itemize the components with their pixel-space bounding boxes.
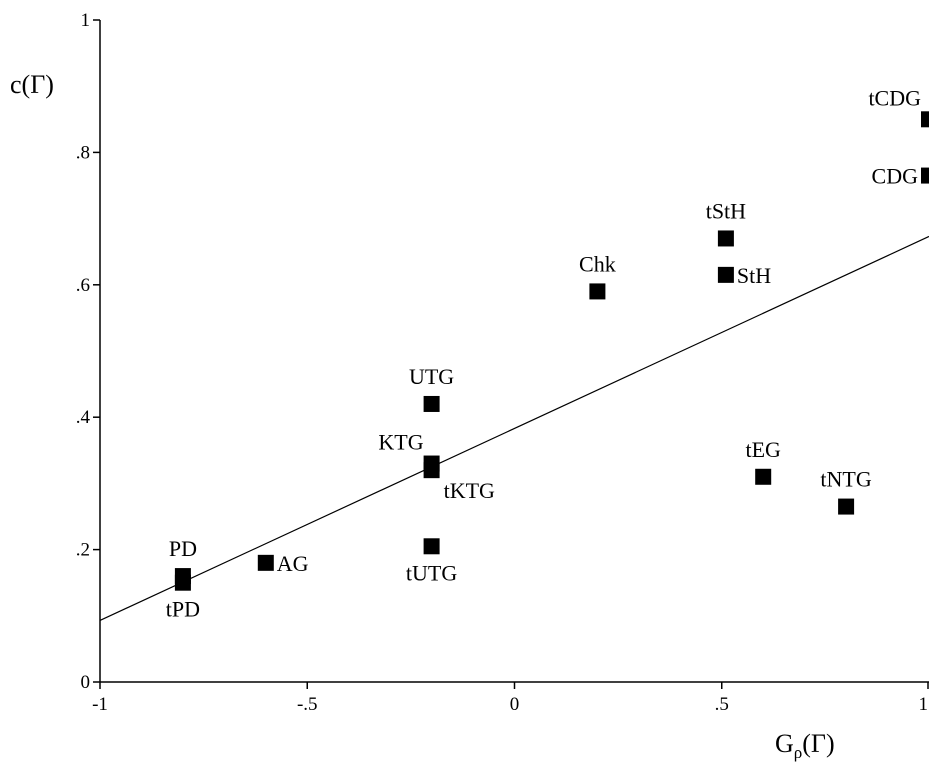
axes: 0 .2 .4 .6 .8 1 -1 -.5 0 .5 1 (76, 10, 929, 715)
y-tick-label: 0 (81, 672, 91, 693)
point-label: tUTG (406, 560, 457, 585)
point-label: tEG (745, 437, 781, 462)
point-label: KTG (378, 430, 423, 455)
point-label: UTG (409, 364, 454, 389)
data-point (921, 167, 929, 184)
data-point (257, 554, 274, 571)
data-point (717, 230, 734, 247)
data-point (717, 266, 734, 283)
data-point (174, 574, 191, 591)
data-point (423, 538, 440, 555)
x-tick-label: -.5 (297, 694, 318, 715)
data-point (589, 283, 606, 300)
data-point (921, 111, 929, 128)
data-point (423, 395, 440, 412)
data-point (755, 468, 772, 485)
data-point (838, 498, 855, 515)
x-axis-title: Gρ(Γ) (775, 729, 835, 762)
regression-line-group (99, 235, 929, 621)
x-tick-label: 0 (510, 694, 520, 715)
x-tick-label: -1 (92, 694, 108, 715)
point-label: Chk (579, 251, 616, 276)
point-label: CDG (872, 164, 919, 189)
y-axis-title: c(Γ) (10, 70, 54, 99)
regression-line (99, 235, 929, 621)
data-point (423, 462, 440, 479)
point-label: tKTG (444, 478, 495, 503)
x-tick-label: 1 (919, 694, 929, 715)
point-label: tCDG (868, 85, 921, 110)
y-tick-label: .4 (76, 407, 91, 428)
y-tick-label: 1 (81, 10, 91, 31)
x-tick-label: .5 (715, 694, 729, 715)
point-labels: PD tPD AG KTG tKTG UTG tUTG Chk tStH StH tEG tNTG tC… (166, 85, 921, 621)
y-tick-label: .2 (76, 540, 90, 561)
point-label: tPD (166, 597, 200, 622)
point-label: AG (277, 551, 309, 576)
y-tick-label: .8 (76, 142, 90, 163)
point-label: tStH (706, 198, 746, 223)
data-points (174, 111, 929, 591)
point-label: PD (169, 536, 197, 561)
point-label: tNTG (820, 467, 871, 492)
y-tick-label: .6 (76, 275, 90, 296)
point-label: StH (737, 263, 771, 288)
